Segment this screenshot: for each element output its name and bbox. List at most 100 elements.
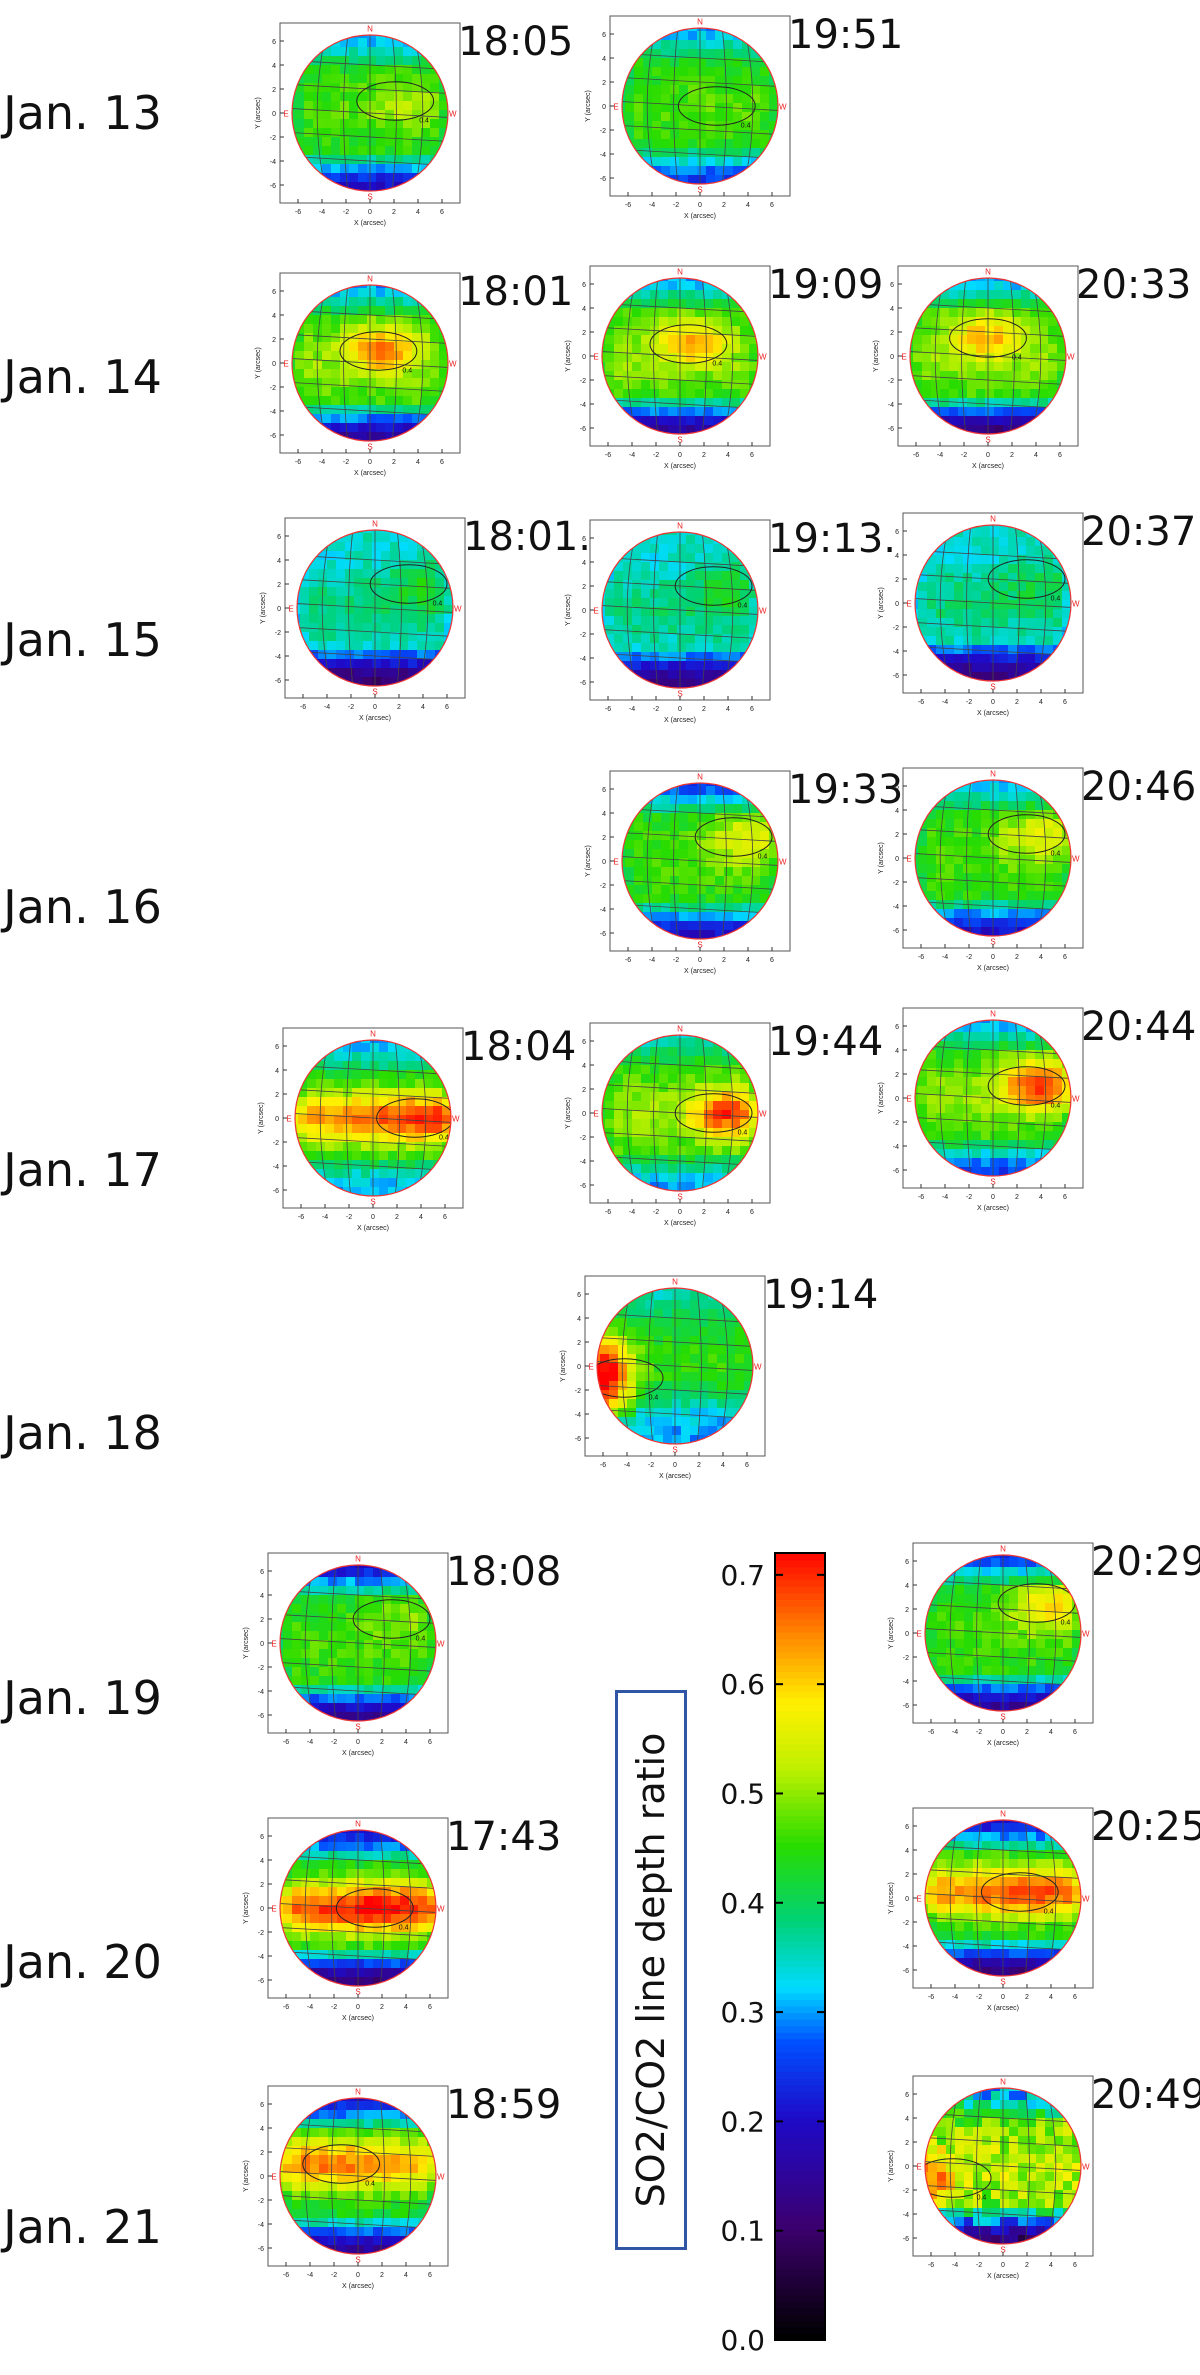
- heatmap-cell: [421, 65, 431, 75]
- heatmap-cell: [918, 846, 928, 856]
- heatmap-cell: [322, 56, 332, 66]
- heatmap-cell: [370, 1178, 380, 1188]
- y-tick-label: -4: [600, 907, 606, 914]
- heatmap-cell: [1021, 416, 1031, 426]
- heatmap-cell: [390, 605, 400, 615]
- heatmap-cell: [999, 873, 1009, 883]
- heatmap-cell: [927, 828, 937, 838]
- heatmap-cell: [304, 92, 314, 102]
- heatmap-cell: [742, 157, 752, 167]
- heatmap-cell: [706, 85, 716, 95]
- heatmap-cell: [704, 290, 714, 300]
- heatmap-cell: [972, 663, 982, 673]
- heatmap-cell: [439, 342, 448, 352]
- heatmap-cell: [722, 589, 732, 599]
- heatmap-cell: [412, 83, 422, 93]
- heatmap-cell: [652, 840, 662, 850]
- heatmap-cell: [349, 423, 359, 433]
- heatmap-cell: [634, 112, 644, 122]
- heatmap-cell: [390, 551, 400, 561]
- heatmap-cell: [695, 398, 705, 408]
- heatmap-cell: [376, 38, 386, 48]
- heatmap-cell: [990, 837, 1000, 847]
- heatmap-cell: [650, 553, 660, 563]
- heatmap-cell: [605, 1137, 615, 1147]
- heatmap-cell: [972, 918, 982, 928]
- heatmap-cell: [652, 40, 662, 50]
- heatmap-cell: [722, 580, 732, 590]
- heatmap-cell: [668, 535, 678, 545]
- heatmap-cell: [641, 544, 651, 554]
- heatmap-cell: [1026, 900, 1036, 910]
- heatmap-cell: [444, 623, 453, 633]
- heatmap-cell: [336, 569, 346, 579]
- parallel: [915, 573, 1071, 585]
- heatmap-cell: [731, 1110, 741, 1120]
- heatmap-cell: [677, 335, 687, 345]
- heatmap-cell: [990, 582, 1000, 592]
- heatmap-cell: [370, 1079, 380, 1089]
- heatmap-cell: [415, 1169, 425, 1179]
- heatmap-cell: [385, 38, 395, 48]
- heatmap-cell: [390, 578, 400, 588]
- disk-direction-label: S: [372, 687, 377, 696]
- heatmap-cell: [334, 1169, 344, 1179]
- heatmap-cell: [958, 362, 968, 372]
- heatmap-cell: [985, 278, 995, 282]
- x-tick-label: 4: [726, 1209, 730, 1216]
- heatmap-cell: [722, 389, 732, 399]
- heatmap-cell: [954, 810, 964, 820]
- heatmap-cell: [697, 885, 707, 895]
- heatmap-cell: [442, 1133, 451, 1143]
- heatmap-cell: [760, 85, 770, 95]
- heatmap-cell: [731, 598, 741, 608]
- heatmap-cell: [679, 804, 689, 814]
- heatmap-cell: [632, 544, 642, 554]
- heatmap-cell: [749, 607, 758, 617]
- heatmap-cell: [695, 1182, 705, 1191]
- heatmap-cell: [307, 1160, 317, 1170]
- heatmap-cell: [340, 110, 350, 120]
- heatmap-cell: [972, 864, 982, 874]
- heatmap-cell: [686, 571, 696, 581]
- heatmap-cell: [981, 792, 991, 802]
- heatmap-cell: [967, 407, 977, 417]
- heatmap-cell: [940, 371, 950, 381]
- heatmap-cell: [940, 335, 950, 345]
- heatmap-cell: [751, 867, 761, 877]
- heatmap-cell: [325, 1124, 335, 1134]
- heatmap-cell: [343, 1043, 353, 1053]
- heatmap-cell: [695, 1164, 705, 1174]
- x-tick-label: -2: [673, 957, 679, 964]
- heatmap-cell: [677, 652, 687, 662]
- heatmap-cell: [1026, 891, 1036, 901]
- heatmap-cell: [697, 804, 707, 814]
- heatmap-cell: [713, 625, 723, 635]
- heatmap-cell: [1008, 891, 1018, 901]
- heatmap-cell: [641, 389, 651, 399]
- y-tick-label: 0: [275, 1116, 279, 1123]
- heatmap-cell: [713, 589, 723, 599]
- heatmap-cell: [695, 589, 705, 599]
- heatmap-cell: [695, 389, 705, 399]
- heatmap-cell: [1003, 371, 1013, 381]
- heatmap-cell: [1012, 389, 1022, 399]
- heatmap-cell: [695, 362, 705, 372]
- heatmap-cell: [417, 614, 427, 624]
- heatmap-cell: [740, 616, 750, 626]
- x-tick-label: 0: [986, 452, 990, 459]
- heatmap-cell: [295, 360, 305, 370]
- heatmap-cell: [697, 166, 707, 176]
- heatmap-cell: [661, 67, 671, 77]
- heatmap-cell: [614, 389, 624, 399]
- heatmap-cell: [677, 380, 687, 390]
- heatmap-cell: [668, 1038, 678, 1048]
- heatmap-cell: [668, 281, 678, 291]
- heatmap-cell: [632, 317, 642, 327]
- heatmap-cell: [376, 65, 386, 75]
- disk-direction-label: S: [677, 689, 682, 698]
- heatmap-cell: [403, 396, 413, 406]
- heatmap-cell: [936, 882, 946, 892]
- heatmap-cell: [1008, 600, 1018, 610]
- heatmap-cell: [650, 634, 660, 644]
